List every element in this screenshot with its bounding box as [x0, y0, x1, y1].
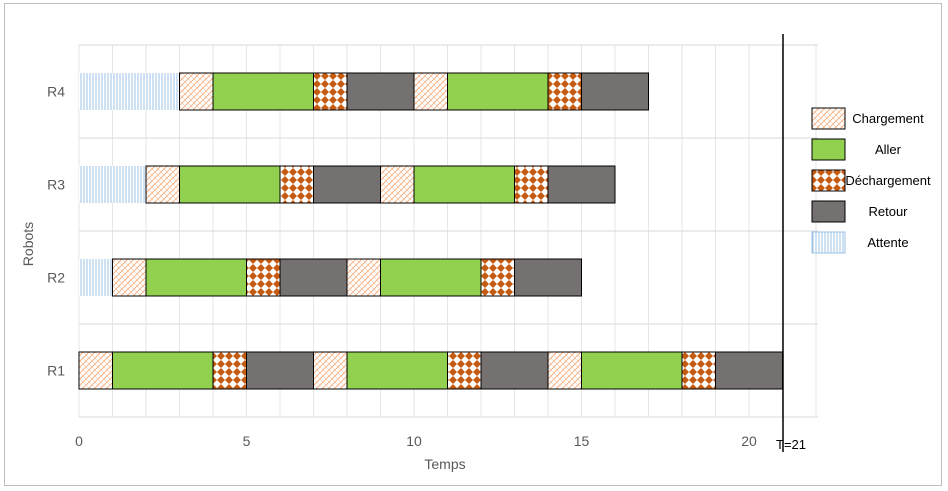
robot-row-r4	[79, 72, 649, 111]
bar-segment-dechargement	[246, 258, 281, 297]
x-tick-label: 15	[574, 433, 590, 449]
bar-segment-retour	[279, 258, 348, 297]
legend-label-chargement: Chargement	[852, 111, 924, 126]
y-tick-label: R1	[47, 363, 65, 379]
bar-segment-retour	[581, 72, 649, 111]
y-axis-title: Robots	[20, 222, 36, 266]
bar-segment-dechargement	[279, 165, 314, 204]
bar-segment-chargement	[145, 165, 180, 204]
bar-segment-aller	[212, 72, 314, 111]
x-axis-title: Temps	[424, 456, 465, 472]
robot-row-r2	[79, 258, 582, 297]
bar-segment-retour	[246, 351, 314, 390]
x-tick-label: 10	[406, 433, 422, 449]
annotation-layer: T=21	[776, 34, 806, 452]
bar-segment-aller	[380, 258, 482, 297]
bar-segment-dechargement	[480, 258, 515, 297]
legend-label-aller: Aller	[875, 142, 902, 157]
bar-segment-retour	[715, 351, 783, 390]
bar-segment-dechargement	[447, 351, 482, 390]
legend-label-dechargement: Déchargement	[845, 173, 931, 188]
bar-segment-aller	[447, 72, 549, 111]
chart-frame: R1 R2 R3 R4 0 5 10 15 20 T=21 Chargement Aller Déc…	[4, 3, 942, 486]
bar-segment-chargement	[346, 258, 381, 297]
bar-segment-aller	[413, 165, 515, 204]
makespan-label: T=21	[776, 437, 806, 452]
bar-segment-attente	[79, 259, 113, 296]
bar-segment-chargement	[313, 351, 348, 390]
legend-swatch-dechargement	[811, 169, 846, 192]
bar-segment-chargement	[78, 351, 113, 390]
bar-segment-chargement	[413, 72, 448, 111]
bar-segment-dechargement	[681, 351, 716, 390]
y-tick-label: R4	[47, 84, 65, 100]
bar-segment-attente	[79, 166, 146, 203]
x-tick-label: 20	[741, 433, 757, 449]
legend-label-retour: Retour	[868, 204, 908, 219]
bar-segment-attente	[79, 73, 180, 110]
bar-segment-dechargement	[547, 72, 582, 111]
bar-segment-chargement	[380, 165, 415, 204]
legend-swatch-aller	[811, 138, 846, 161]
legend-swatch-attente	[811, 231, 846, 254]
bar-layer	[78, 72, 783, 390]
y-tick-label: R3	[47, 177, 65, 193]
bar-segment-aller	[145, 258, 247, 297]
legend-swatch-chargement	[811, 107, 846, 130]
robot-row-r1	[78, 351, 783, 390]
x-tick-label: 5	[243, 433, 251, 449]
bar-segment-dechargement	[514, 165, 549, 204]
legend: Chargement Aller Déchargement Retour Attente	[811, 107, 931, 254]
bar-segment-chargement	[112, 258, 147, 297]
bar-segment-chargement	[179, 72, 214, 111]
bar-segment-aller	[581, 351, 683, 390]
bar-segment-aller	[112, 351, 214, 390]
bar-segment-aller	[179, 165, 281, 204]
legend-swatch-retour	[811, 200, 846, 223]
gantt-chart: R1 R2 R3 R4 0 5 10 15 20 T=21 Chargement Aller Déc…	[20, 34, 931, 472]
x-tick-label: 0	[75, 433, 83, 449]
bar-segment-dechargement	[212, 351, 247, 390]
tick-layer: R1 R2 R3 R4 0 5 10 15 20	[47, 84, 757, 450]
bar-segment-retour	[346, 72, 415, 111]
legend-label-attente: Attente	[867, 235, 908, 250]
bar-segment-retour	[547, 165, 616, 204]
bar-segment-chargement	[547, 351, 582, 390]
robot-row-r3	[79, 165, 616, 204]
bar-segment-retour	[514, 258, 582, 297]
bar-segment-dechargement	[313, 72, 348, 111]
bar-segment-retour	[480, 351, 549, 390]
y-tick-label: R2	[47, 270, 65, 286]
bar-segment-retour	[313, 165, 381, 204]
bar-segment-aller	[346, 351, 448, 390]
